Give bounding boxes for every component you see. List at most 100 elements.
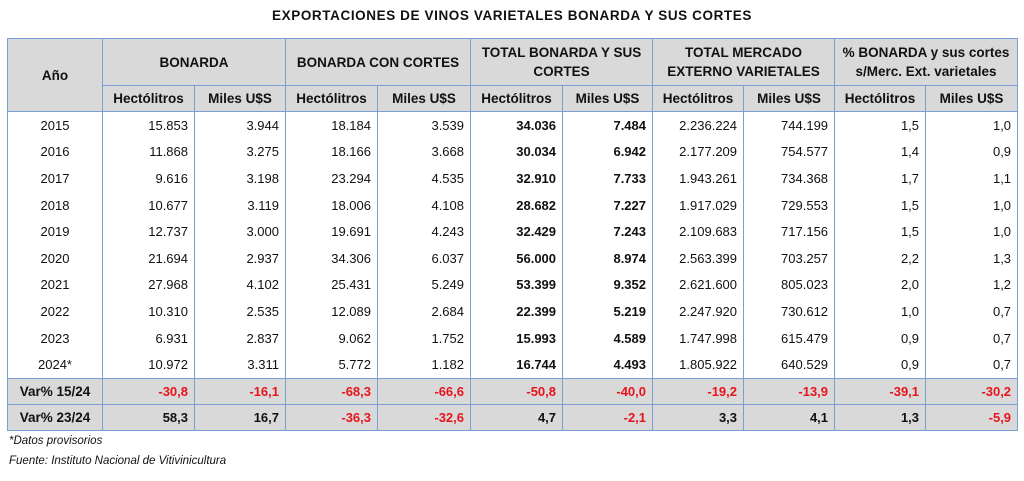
subheader-miles-usd: Miles U$S: [562, 85, 654, 112]
value-cell: 56.000: [470, 244, 564, 272]
table-row: 2024* 10.972 3.311 5.772 1.182 16.744 4.493 1.8…: [7, 351, 1019, 379]
year-cell: 2016: [7, 138, 103, 166]
variation-cell: -66,6: [376, 377, 472, 405]
table-title: EXPORTACIONES DE VINOS VARIETALES BONARD…: [272, 8, 752, 23]
subheader-hectolitros: Hectólitros: [285, 85, 378, 112]
value-cell: 729.553: [743, 191, 836, 219]
value-cell: 1.917.029: [652, 191, 745, 219]
value-cell: 5.249: [376, 271, 472, 299]
header-total-mercado: TOTAL MERCADO EXTERNO VARIETALES: [652, 38, 836, 86]
value-cell: 3.944: [194, 111, 286, 139]
value-cell: 11.868: [102, 138, 195, 166]
value-cell: 1.805.922: [652, 351, 745, 379]
value-cell: 3.668: [376, 138, 472, 166]
value-cell: 1,0: [925, 111, 1019, 139]
subheader-hectolitros: Hectólitros: [652, 85, 745, 112]
value-cell: 4.535: [376, 165, 472, 192]
year-cell: 2022: [7, 298, 103, 325]
value-cell: 1,5: [834, 191, 927, 219]
value-cell: 23.294: [285, 165, 378, 192]
value-cell: 1.752: [376, 324, 472, 352]
variation-cell: -5,9: [925, 403, 1019, 431]
value-cell: 6.942: [562, 138, 654, 166]
value-cell: 2.236.224: [652, 111, 745, 139]
value-cell: 7.484: [562, 111, 654, 139]
value-cell: 32.910: [470, 165, 564, 192]
subheader-miles-usd: Miles U$S: [743, 85, 836, 112]
value-cell: 6.037: [376, 244, 472, 272]
year-cell: 2019: [7, 218, 103, 245]
value-cell: 3.311: [194, 351, 286, 379]
value-cell: 1.943.261: [652, 165, 745, 192]
table-row: 2023 6.931 2.837 9.062 1.752 15.993 4.589 1.747…: [7, 324, 1019, 352]
value-cell: 18.184: [285, 111, 378, 139]
value-cell: 10.310: [102, 298, 195, 325]
exports-table: Año BONARDA BONARDA CON CORTES TOTAL BON…: [7, 38, 1019, 431]
year-cell: 2024*: [7, 351, 103, 379]
value-cell: 21.694: [102, 244, 195, 272]
value-cell: 18.166: [285, 138, 378, 166]
variation-cell: -40,0: [562, 377, 654, 405]
variation-cell: -16,1: [194, 377, 286, 405]
value-cell: 5.219: [562, 298, 654, 325]
value-cell: 754.577: [743, 138, 836, 166]
value-cell: 734.368: [743, 165, 836, 192]
variation-cell: -50,8: [470, 377, 564, 405]
value-cell: 18.006: [285, 191, 378, 219]
value-cell: 717.156: [743, 218, 836, 245]
header-bonarda: BONARDA: [102, 38, 286, 86]
header-total-bonarda: TOTAL BONARDA Y SUS CORTES: [470, 38, 654, 86]
value-cell: 0,9: [834, 324, 927, 352]
value-cell: 1,0: [834, 298, 927, 325]
variation-cell: 1,3: [834, 403, 927, 431]
variation-cell: -32,6: [376, 403, 472, 431]
value-cell: 25.431: [285, 271, 378, 299]
subheader-hectolitros: Hectólitros: [470, 85, 564, 112]
variation-cell: -13,9: [743, 377, 836, 405]
value-cell: 30.034: [470, 138, 564, 166]
year-cell: 2021: [7, 271, 103, 299]
value-cell: 4.243: [376, 218, 472, 245]
subheader-hectolitros: Hectólitros: [102, 85, 195, 112]
variation-cell: -30,2: [925, 377, 1019, 405]
value-cell: 0,7: [925, 324, 1019, 352]
year-cell: 2023: [7, 324, 103, 352]
value-cell: 7.227: [562, 191, 654, 219]
table-row: 2015 15.853 3.944 18.184 3.539 34.036 7.484 2.2…: [7, 111, 1019, 139]
value-cell: 703.257: [743, 244, 836, 272]
value-cell: 2.247.920: [652, 298, 745, 325]
year-cell: 2020: [7, 244, 103, 272]
value-cell: 4.108: [376, 191, 472, 219]
value-cell: 10.677: [102, 191, 195, 219]
table-row: 2021 27.968 4.102 25.431 5.249 53.399 9.352 2.6…: [7, 271, 1019, 299]
value-cell: 9.616: [102, 165, 195, 192]
value-cell: 27.968: [102, 271, 195, 299]
value-cell: 1,3: [925, 244, 1019, 272]
value-cell: 15.993: [470, 324, 564, 352]
value-cell: 1,5: [834, 111, 927, 139]
value-cell: 730.612: [743, 298, 836, 325]
value-cell: 640.529: [743, 351, 836, 379]
value-cell: 0,7: [925, 351, 1019, 379]
variation-cell: -36,3: [285, 403, 378, 431]
value-cell: 3.539: [376, 111, 472, 139]
value-cell: 2.621.600: [652, 271, 745, 299]
value-cell: 0,9: [925, 138, 1019, 166]
value-cell: 1,1: [925, 165, 1019, 192]
value-cell: 4.102: [194, 271, 286, 299]
value-cell: 3.000: [194, 218, 286, 245]
value-cell: 0,7: [925, 298, 1019, 325]
header-bonarda-con-cortes: BONARDA CON CORTES: [284, 38, 472, 86]
value-cell: 7.243: [562, 218, 654, 245]
value-cell: 2,2: [834, 244, 927, 272]
footnote-source: Fuente: Instituto Nacional de Vitivinicu…: [9, 455, 227, 467]
value-cell: 22.399: [470, 298, 564, 325]
year-cell: 2018: [7, 191, 103, 219]
value-cell: 1,0: [925, 218, 1019, 245]
subheader-miles-usd: Miles U$S: [925, 85, 1019, 112]
subheader-miles-usd: Miles U$S: [376, 85, 472, 112]
subheader-hectolitros: Hectólitros: [834, 85, 927, 112]
year-cell: 2015: [7, 111, 103, 139]
variation-cell: 4,7: [470, 403, 564, 431]
value-cell: 1.182: [376, 351, 472, 379]
